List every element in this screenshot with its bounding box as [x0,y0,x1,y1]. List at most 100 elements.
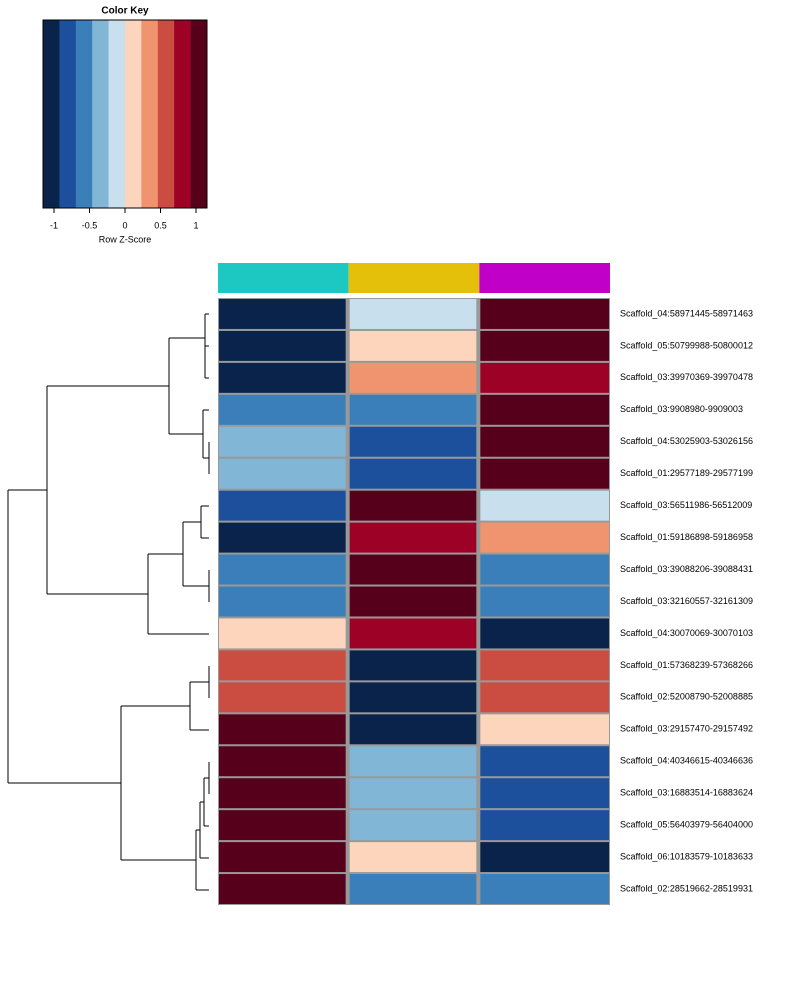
heatmap-cell [349,714,477,745]
row-label: Scaffold_05:50799988-50800012 [620,340,753,350]
column-label: mean_allDMR_D10pHlow [411,914,418,995]
heatmap-cell [349,842,477,873]
heatmap-cell [219,778,346,809]
heatmap-cell [349,458,477,489]
key-tick-label: -0.5 [82,220,98,230]
heatmap-cell [349,746,477,777]
heatmap-cell [219,650,346,681]
row-label: Scaffold_01:57368239-57368266 [620,660,753,670]
heatmap-cell [480,778,609,809]
heatmap-cell [219,522,346,553]
heatmap-cell [219,842,346,873]
heatmap-cell [349,874,477,904]
row-label: Scaffold_02:28519662-28519931 [620,883,753,893]
heatmap-cell [219,490,346,521]
heatmap-cell [480,682,609,713]
key-bin [125,20,142,208]
heatmap-cell [480,650,609,681]
heatmap-cell [480,586,609,617]
heatmap-cell [219,299,346,329]
heatmap-cell [349,522,477,553]
heatmap-cell [349,299,477,329]
row-label: Scaffold_05:56403979-56404000 [620,820,753,830]
key-tick-label: 0.5 [154,220,167,230]
row-label: Scaffold_03:29157470-29157492 [620,724,753,734]
heatmap-cell [480,522,609,553]
heatmap-cell [480,426,609,457]
heatmap-cell [349,394,477,425]
heatmap-cell [219,426,346,457]
heatmap-cell [219,714,346,745]
heatmap-cell [480,618,609,649]
heatmap-cell [349,778,477,809]
row-label: Scaffold_01:59186898-59186958 [620,532,753,542]
heatmap-cell [219,458,346,489]
heatmap-cell [349,586,477,617]
heatmap-cell [480,874,609,904]
heatmap-cell [349,554,477,585]
heatmap-cell [349,810,477,841]
key-bin [141,20,159,208]
heatmap-cell [480,746,609,777]
heatmap-cell [349,490,477,521]
row-label: Scaffold_03:32160557-32161309 [620,596,753,606]
row-label: Scaffold_04:53025903-53026156 [620,436,753,446]
key-bin [190,20,208,208]
row-label: Scaffold_04:58971445-58971463 [620,308,753,318]
key-bin [75,20,93,208]
row-label: Scaffold_03:56511986-56512009 [620,500,752,510]
row-label: Scaffold_04:40346615-40346636 [620,756,753,766]
column-color-bar [348,263,480,293]
row-label: Scaffold_04:30070069-30070103 [620,628,753,638]
heatmap-cell [480,490,609,521]
heatmap-cell [219,682,346,713]
heatmap-cell [219,330,346,361]
column-color-bar [218,263,349,293]
heatmap-cell [219,362,346,393]
column-label: mean_allDMR_D10pHslow [542,914,549,999]
heatmap-cell [349,426,477,457]
row-label: Scaffold_03:16883514-16883624 [620,788,753,798]
heatmap-cell [480,330,609,361]
key-bin [92,20,109,208]
heatmap-cell [480,362,609,393]
heatmap-cell [219,586,346,617]
key-bin [108,20,126,208]
heatmap-cell [349,682,477,713]
key-tick-label: 1 [193,220,198,230]
row-label: Scaffold_03:39970369-39970478 [620,372,753,382]
key-bin [43,20,60,208]
row-label: Scaffold_06:10183579-10183633 [620,851,753,861]
key-xlabel: Row Z-Score [99,234,152,244]
row-label: Scaffold_03:39088206-39088431 [620,564,753,574]
row-label: Scaffold_02:52008790-52008885 [620,692,753,702]
heatmap-cell [349,330,477,361]
heatmap-cell [349,618,477,649]
heatmap-cell [349,650,477,681]
row-dendrogram [7,313,210,891]
heatmap-cell [480,810,609,841]
heatmap-cell [219,394,346,425]
key-tick-label: -1 [50,220,58,230]
heatmap-cell [480,394,609,425]
heatmap-cell [480,299,609,329]
heatmap-cell [480,842,609,873]
heatmap-cell [480,458,609,489]
heatmap-cell [219,554,346,585]
row-label: Scaffold_03:9908980-9909003 [620,404,743,414]
heatmap-cell [349,362,477,393]
key-tick-label: 0 [122,220,127,230]
heatmap-cell [219,810,346,841]
key-bin [174,20,191,208]
key-bin [59,20,77,208]
heatmap-cell [480,554,609,585]
row-label: Scaffold_01:29577189-29577199 [620,468,753,478]
heatmap-cell [219,618,346,649]
column-color-bar [479,263,610,293]
heatmap-cell [480,714,609,745]
heatmap-cell [219,746,346,777]
heatmap-cell [219,874,346,904]
key-bin [157,20,175,208]
column-label: mean_allDMR_D10pHamb [280,915,287,999]
